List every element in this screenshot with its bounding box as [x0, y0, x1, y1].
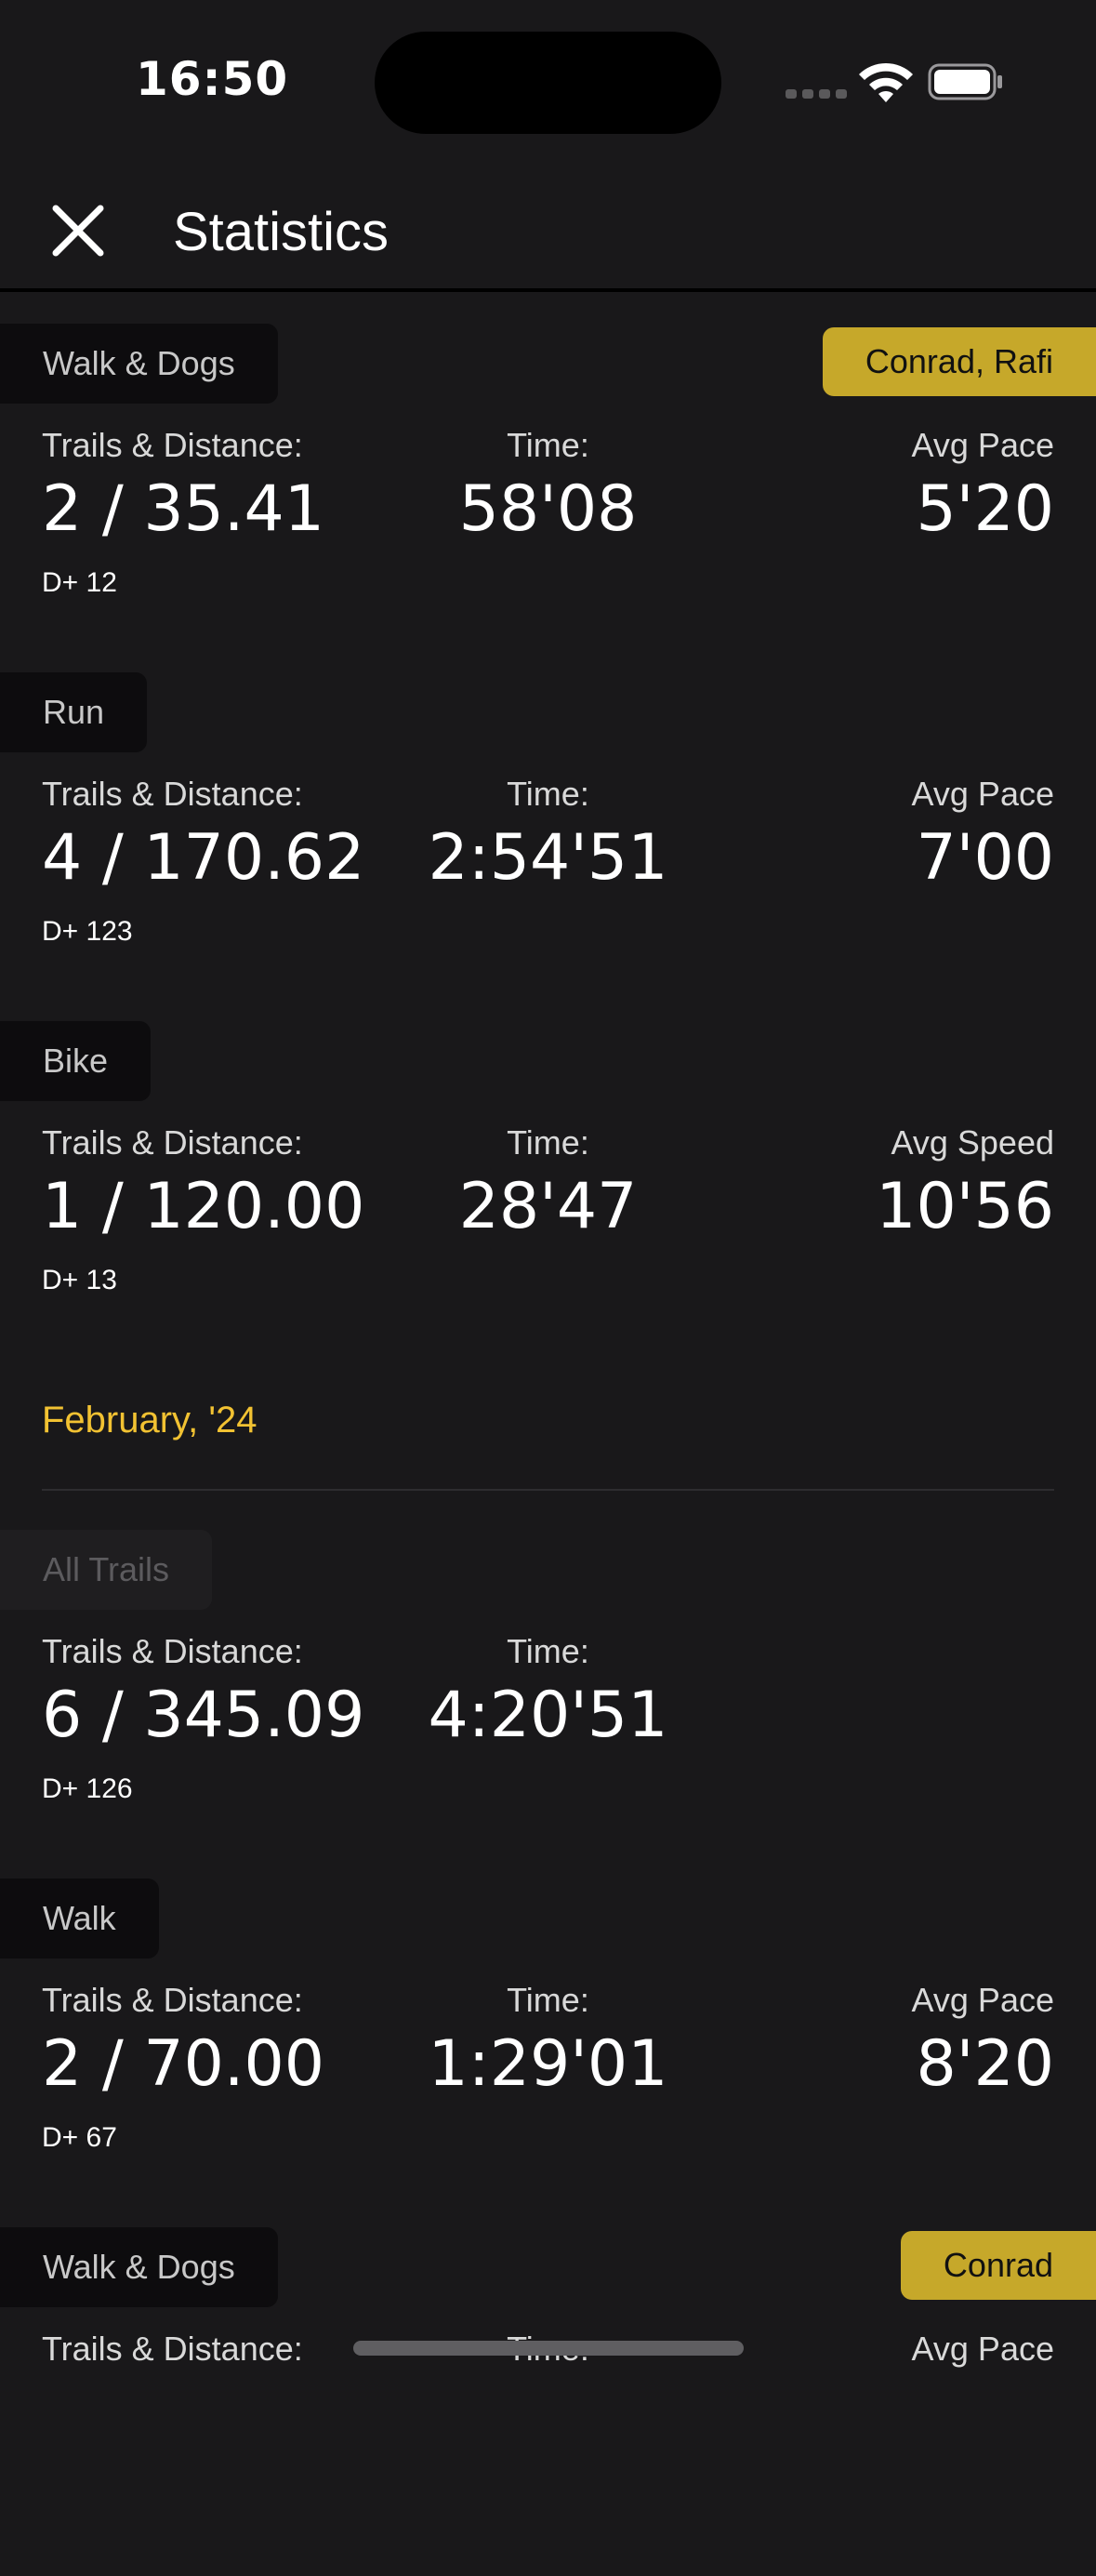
wifi-icon	[859, 62, 913, 102]
elevation-gain: D+ 123	[42, 916, 133, 947]
time-label: Time:	[507, 1632, 589, 1670]
page-title: Statistics	[173, 202, 390, 262]
time-value: 2:54'51	[428, 821, 668, 895]
trails-distance-value: 6 / 345.09	[42, 1679, 365, 1752]
trails-distance-label: Trails & Distance:	[42, 1981, 303, 2019]
activity-tag: Bike	[0, 1021, 152, 1101]
time-value: 58'08	[458, 472, 638, 546]
month-header: February, '24	[0, 1370, 1096, 1530]
participants-badge[interactable]: Conrad, Rafi	[822, 327, 1096, 396]
time-value: 4:20'51	[428, 1679, 668, 1752]
trails-distance-value: 2 / 35.41	[42, 472, 325, 546]
activity-tag: Run	[0, 672, 148, 752]
statistics-list: Walk & Dogs Conrad, Rafi Trails & Distan…	[0, 292, 1096, 2576]
trails-distance-label: Trails & Distance:	[42, 775, 303, 813]
avg-pace-value: 8'20	[916, 2027, 1054, 2101]
participants-badge[interactable]: Conrad	[900, 2231, 1096, 2300]
stats-section-walk[interactable]: Walk Trails & Distance: Time: Avg Pace 2…	[0, 1879, 1096, 2227]
status-bar: 16:50	[0, 0, 1096, 158]
avg-speed-value: 10'56	[876, 1170, 1054, 1243]
stats-section-bike[interactable]: Bike Trails & Distance: Time: Avg Speed …	[0, 1021, 1096, 1370]
time-label: Time:	[507, 1123, 589, 1162]
avg-pace-label: Avg Pace	[911, 426, 1054, 464]
stats-section-all-trails[interactable]: All Trails Trails & Distance: Time: 6 / …	[0, 1530, 1096, 1879]
dynamic-island	[375, 32, 721, 134]
trails-distance-value: 2 / 70.00	[42, 2027, 325, 2101]
trails-distance-value: 4 / 170.62	[42, 821, 365, 895]
trails-distance-label: Trails & Distance:	[42, 426, 303, 464]
home-indicator[interactable]	[353, 2341, 744, 2356]
elevation-gain: D+ 67	[42, 2122, 117, 2153]
time-label: Time:	[507, 775, 589, 813]
time-value: 1:29'01	[428, 2027, 668, 2101]
avg-speed-label: Avg Speed	[891, 1123, 1054, 1162]
stats-section-walk-dogs[interactable]: Walk & Dogs Conrad, Rafi Trails & Distan…	[0, 324, 1096, 672]
trails-distance-value: 1 / 120.00	[42, 1170, 365, 1243]
nav-bar: Statistics	[0, 158, 1096, 292]
elevation-gain: D+ 12	[42, 567, 117, 598]
time-value: 28'47	[458, 1170, 638, 1243]
month-label: February, '24	[42, 1400, 257, 1441]
cellular-signal-icon	[786, 89, 847, 99]
stats-section-run[interactable]: Run Trails & Distance: Time: Avg Pace 4 …	[0, 672, 1096, 1021]
activity-tag: Walk & Dogs	[0, 2227, 278, 2307]
status-time: 16:50	[136, 52, 289, 106]
elevation-gain: D+ 126	[42, 1773, 133, 1804]
time-label: Time:	[507, 1981, 589, 2019]
battery-icon	[928, 63, 1002, 100]
avg-pace-value: 7'00	[916, 821, 1054, 895]
avg-pace-value: 5'20	[916, 472, 1054, 546]
activity-tag: Walk & Dogs	[0, 324, 278, 404]
activity-tag: Walk	[0, 1879, 159, 1959]
close-icon[interactable]	[50, 203, 106, 259]
trails-distance-label: Trails & Distance:	[42, 1632, 303, 1670]
activity-tag: All Trails	[0, 1530, 213, 1610]
trails-distance-label: Trails & Distance:	[42, 1123, 303, 1162]
trails-distance-label: Trails & Distance:	[42, 2330, 303, 2368]
avg-pace-label: Avg Pace	[911, 775, 1054, 813]
elevation-gain: D+ 13	[42, 1265, 117, 1295]
avg-pace-label: Avg Pace	[911, 1981, 1054, 2019]
month-divider	[42, 1489, 1054, 1491]
avg-pace-label: Avg Pace	[911, 2330, 1054, 2368]
time-label: Time:	[507, 426, 589, 464]
stats-section-walk-dogs-feb[interactable]: Walk & Dogs Conrad Trails & Distance: Ti…	[0, 2227, 1096, 2576]
